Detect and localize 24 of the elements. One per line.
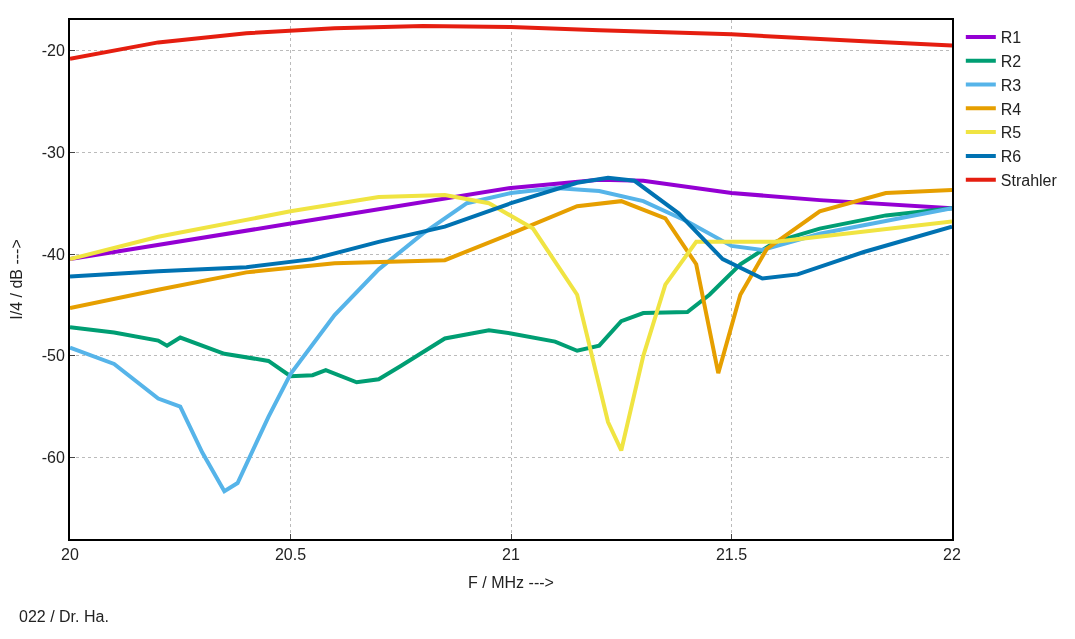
legend-label: R5 bbox=[1000, 124, 1022, 142]
legend-label: R4 bbox=[1000, 100, 1022, 118]
legend-label: R3 bbox=[1000, 76, 1022, 94]
y-tick-label: -20 bbox=[41, 42, 65, 60]
legend-label: Strahler bbox=[1000, 171, 1058, 189]
x-tick-label: 22 bbox=[943, 546, 961, 564]
text: 022 / Dr. Ha. bbox=[19, 608, 109, 625]
x-tick-label: 21 bbox=[502, 546, 520, 564]
x-tick-label: 21.5 bbox=[715, 546, 748, 564]
x-axis-title: F / MHz ---> bbox=[468, 574, 554, 592]
y-axis-title: I/4 / dB ---> bbox=[8, 239, 26, 320]
x-tick-label: 20 bbox=[61, 546, 79, 564]
legend-label: R1 bbox=[1000, 29, 1022, 47]
x-tick-label: 20.5 bbox=[274, 546, 307, 564]
y-tick-label: -50 bbox=[41, 347, 65, 365]
y-tick-label: -60 bbox=[41, 449, 65, 467]
line-series bbox=[70, 193, 952, 453]
line-series bbox=[70, 185, 952, 494]
legend-label: R6 bbox=[1000, 148, 1022, 166]
y-tick-label: -30 bbox=[41, 143, 65, 161]
y-tick-label: -40 bbox=[41, 245, 65, 263]
line-series bbox=[70, 175, 952, 281]
legend-label: R2 bbox=[1000, 52, 1022, 70]
line-series bbox=[70, 24, 952, 61]
